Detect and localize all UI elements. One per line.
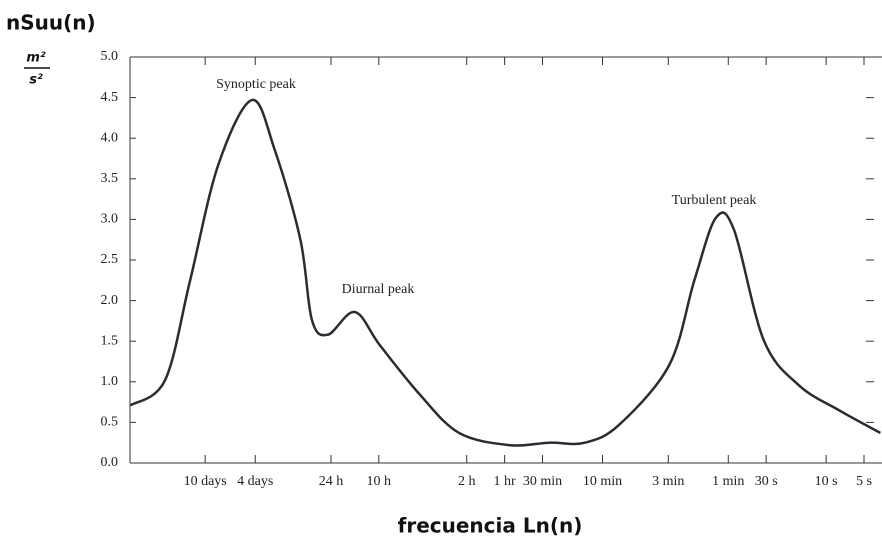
x-tick-label: 30 min: [523, 474, 562, 489]
y-tick-label: 4.5: [101, 90, 119, 105]
y-tick-label: 0.0: [101, 455, 119, 470]
x-tick-label: 30 s: [755, 474, 778, 489]
spectrum-line: [129, 98, 881, 447]
x-tick-label: 4 days: [237, 474, 273, 489]
y-tick-label: 0.5: [101, 415, 119, 430]
y-axis-label: nSuu(n): [6, 11, 96, 35]
annotation: Diurnal peak: [342, 282, 415, 297]
x-tick-label: 10 h: [367, 474, 392, 489]
y-tick-label: 5.0: [101, 49, 119, 64]
y-tick-label: 2.0: [101, 293, 119, 308]
y-unit-denominator: s²: [29, 73, 43, 88]
x-tick-label: 3 min: [652, 474, 684, 489]
x-tick-label: 24 h: [319, 474, 344, 489]
y-tick-label: 3.0: [101, 212, 119, 227]
x-tick-label: 10 min: [583, 474, 622, 489]
y-tick-label: 3.5: [101, 171, 119, 186]
x-tick-label: 2 h: [458, 474, 476, 489]
x-tick-label: 1 hr: [494, 474, 517, 489]
x-tick-label: 10 days: [184, 474, 227, 489]
y-unit-numerator: m²: [26, 51, 46, 66]
annotation: Turbulent peak: [672, 193, 757, 208]
x-tick-label: 10 s: [815, 474, 838, 489]
x-tick-label: 5 s: [856, 474, 872, 489]
y-tick-label: 2.5: [101, 252, 119, 267]
y-tick-label: 1.5: [101, 333, 119, 348]
y-tick-label: 1.0: [101, 374, 119, 389]
x-axis-label: frecuencia Ln(n): [398, 514, 583, 538]
y-tick-label: 4.0: [101, 130, 119, 145]
x-tick-label: 1 min: [712, 474, 744, 489]
annotation: Synoptic peak: [216, 77, 296, 92]
